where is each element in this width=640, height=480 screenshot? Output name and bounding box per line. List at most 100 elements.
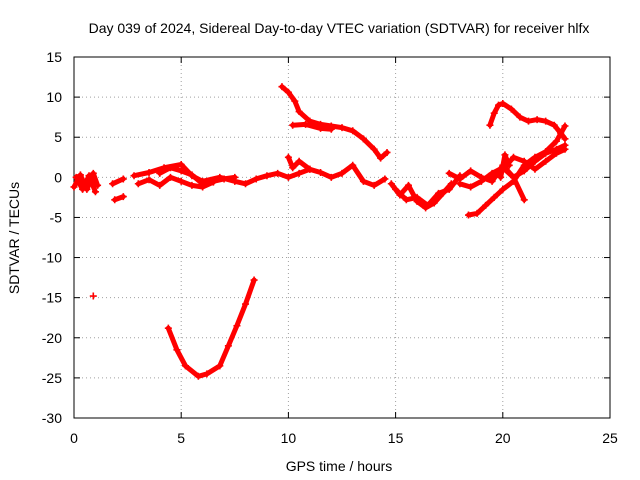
data-point: [497, 173, 505, 181]
data-point: [516, 113, 524, 121]
data-point: [164, 324, 172, 332]
data-point: [327, 173, 335, 181]
data-point: [91, 188, 99, 196]
data-point: [499, 100, 507, 108]
x-tick-label: 25: [602, 430, 618, 446]
data-point: [561, 135, 569, 143]
data-point: [456, 180, 464, 188]
data-point: [295, 169, 303, 177]
data-point: [145, 169, 153, 177]
data-point: [499, 185, 507, 193]
data-point: [413, 193, 421, 201]
data-point: [209, 177, 217, 185]
tick-layer: 0 5 10 15 20 25 -30 -25 -20 -15 -10 -5 0 5 10 15: [42, 49, 618, 446]
data-point: [520, 157, 528, 165]
series-isolated-point: [89, 292, 97, 300]
data-point: [482, 201, 490, 209]
data-point: [510, 153, 518, 161]
series-spike-right: [497, 151, 513, 181]
data-point: [404, 181, 412, 189]
series-cluster-start-b: [72, 172, 99, 196]
series-arc-main: [130, 160, 389, 189]
data-point: [370, 181, 378, 189]
data-point: [561, 122, 569, 130]
data-point: [531, 165, 539, 173]
chart-title: Day 039 of 2024, Sidereal Day-to-day VTE…: [89, 20, 590, 36]
data-point: [383, 148, 391, 156]
series-trace: [290, 121, 334, 132]
data-point: [177, 177, 185, 185]
x-tick-label: 0: [70, 430, 78, 446]
plot-frame: [73, 56, 611, 419]
data-point: [252, 175, 260, 183]
data-point: [295, 157, 303, 165]
data-point: [199, 180, 207, 188]
series-descent-curve: [278, 83, 391, 162]
data-point: [359, 135, 367, 143]
series-trace: [285, 154, 313, 172]
data-point: [231, 173, 239, 181]
series-arc-lower: [156, 164, 239, 188]
data-point: [242, 180, 250, 188]
data-point: [542, 148, 550, 156]
data-point: [250, 276, 258, 284]
data-point: [233, 322, 241, 330]
y-tick-label: -20: [42, 330, 62, 346]
series-v-curve: [164, 276, 258, 380]
data-point: [284, 88, 292, 96]
data-point: [533, 116, 541, 124]
data-point: [216, 362, 224, 370]
data-point: [488, 173, 496, 181]
grid-layer: [74, 57, 610, 418]
data-point: [156, 181, 164, 189]
data-point: [177, 160, 185, 168]
data-point: [370, 145, 378, 153]
data-point: [242, 300, 250, 308]
data-point: [505, 161, 513, 169]
data-point: [542, 117, 550, 125]
y-tick-label: 10: [46, 89, 62, 105]
data-point: [531, 153, 539, 161]
data-point: [89, 292, 97, 300]
data-point: [278, 83, 286, 91]
data-point: [338, 124, 346, 132]
data-point: [542, 157, 550, 165]
data-point: [473, 209, 481, 217]
data-point: [317, 124, 325, 132]
series-hump-right: [486, 100, 569, 143]
data-point: [520, 196, 528, 204]
data-point: [552, 149, 560, 157]
data-point: [381, 175, 389, 183]
data-point: [467, 183, 475, 191]
series-trace: [466, 123, 568, 218]
series-trace: [73, 173, 98, 195]
data-point: [387, 180, 395, 188]
data-point: [377, 154, 385, 162]
data-point: [550, 121, 558, 129]
data-point: [72, 173, 80, 181]
data-point: [306, 165, 314, 173]
x-axis-label: GPS time / hours: [286, 458, 393, 474]
data-point: [289, 164, 297, 172]
data-point: [263, 172, 271, 180]
data-point: [166, 164, 174, 172]
series-descent-offset: [289, 120, 335, 133]
data-point: [434, 189, 442, 197]
data-point: [274, 169, 282, 177]
data-point: [70, 183, 78, 191]
y-axis-label: SDTVAR / TECUs: [6, 182, 22, 294]
series-trace: [165, 277, 257, 379]
data-point: [166, 173, 174, 181]
y-tick-label: -30: [42, 410, 62, 426]
data-point: [477, 177, 485, 185]
data-point: [79, 185, 87, 193]
data-point: [525, 117, 533, 125]
data-point: [507, 105, 515, 113]
data-point: [130, 172, 138, 180]
data-point: [510, 173, 518, 181]
y-tick-label: 0: [54, 169, 62, 185]
y-tick-label: 5: [54, 129, 62, 145]
series-dip-segment: [387, 180, 455, 212]
data-point: [220, 175, 228, 183]
